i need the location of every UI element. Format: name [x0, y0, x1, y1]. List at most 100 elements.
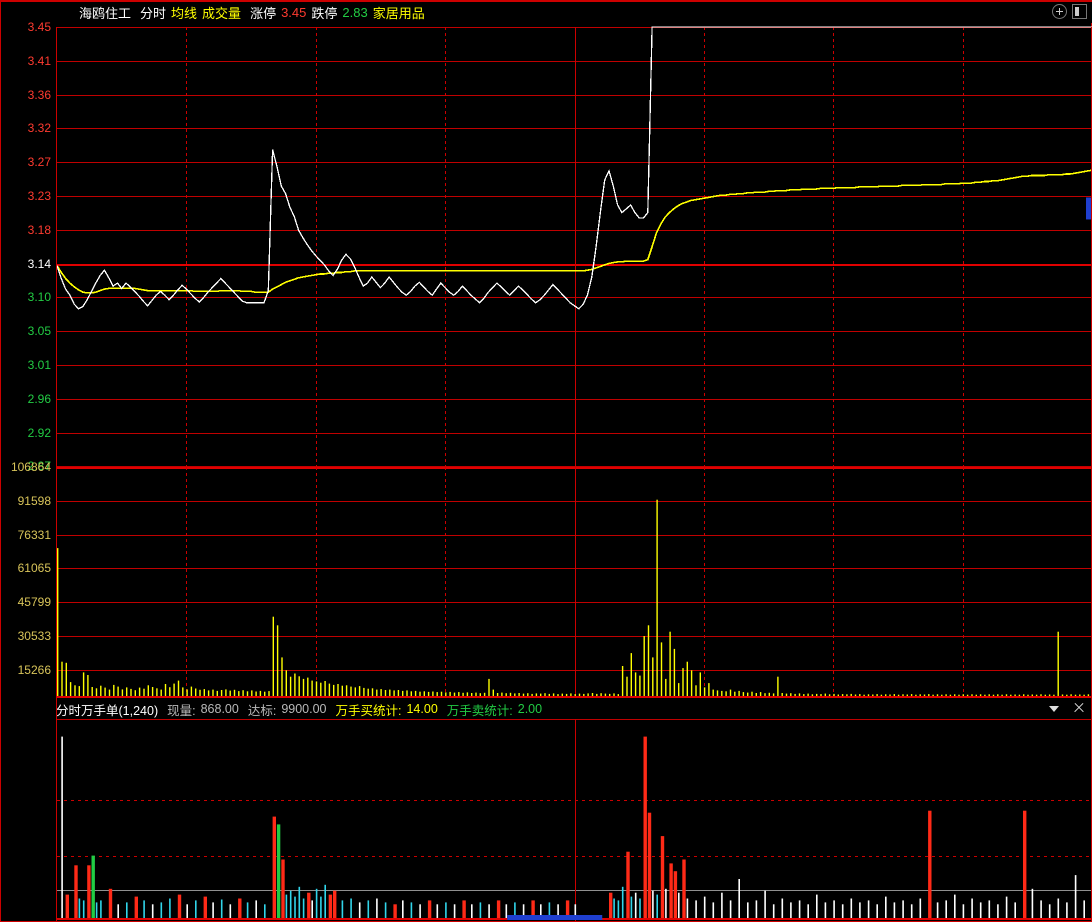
- volume-bar: [678, 683, 680, 696]
- big-order-bar: [850, 898, 853, 918]
- volume-axis-label: 76331: [17, 527, 51, 542]
- volume-bar: [665, 678, 667, 696]
- dropdown-arrow-icon[interactable]: [1048, 702, 1060, 714]
- maximize-button[interactable]: [1052, 4, 1067, 19]
- price-chart-panel[interactable]: [57, 27, 1092, 467]
- volume-axis-label: 45799: [17, 595, 51, 610]
- big-order-bar: [703, 896, 706, 918]
- volume-bar: [61, 661, 63, 696]
- volume-bar: [548, 693, 550, 696]
- volume-bar: [1053, 694, 1055, 696]
- big-order-bar: [824, 902, 827, 918]
- big-order-bar: [634, 892, 637, 919]
- volume-bar: [177, 680, 180, 696]
- volume-bar: [238, 691, 240, 696]
- big-order-threshold-line: [57, 800, 1092, 801]
- volume-bar: [1005, 694, 1008, 696]
- big-order-bar: [626, 851, 630, 918]
- volume-bar: [837, 694, 839, 696]
- big-order-bar: [669, 863, 673, 918]
- sell-stat-label: 万手卖统计:: [446, 703, 513, 718]
- big-order-bar: [289, 890, 292, 918]
- prev-close-line: [57, 264, 1092, 266]
- volume-bar: [824, 693, 826, 696]
- volume-bar: [768, 692, 770, 696]
- volume-gridline: [57, 670, 1092, 671]
- volume-bar: [212, 689, 214, 696]
- big-order-bar: [557, 904, 559, 918]
- volume-bar: [591, 693, 594, 696]
- big-order-bar: [367, 900, 370, 918]
- volume-chart-panel[interactable]: [57, 467, 1092, 698]
- vertical-gridline: [704, 27, 705, 467]
- volume-bar: [958, 694, 960, 696]
- volume-bar: [876, 694, 878, 696]
- volume-bar: [522, 693, 525, 696]
- big-order-bar: [496, 900, 501, 918]
- big-order-bar: [859, 902, 861, 918]
- price-gridline: [57, 128, 1092, 129]
- volume-bar: [690, 670, 693, 696]
- volume-bar: [1035, 694, 1038, 696]
- volume-bar: [514, 693, 516, 696]
- limit-up-value: 3.45: [281, 4, 307, 20]
- big-order-bar: [82, 900, 85, 918]
- buy-stat-label: 万手买统计:: [335, 703, 402, 718]
- indicator-status-bar: 分时万手单(1,240) 现量: 868.00 达标: 9900.00 万手买统…: [1, 699, 1092, 719]
- volume-axis-label: 15266: [17, 662, 51, 677]
- ma-toggle-label[interactable]: 均线: [171, 5, 198, 21]
- price-axis-label: 3.01: [27, 358, 51, 372]
- vertical-gridline: [186, 467, 187, 698]
- volume-bar: [734, 691, 736, 696]
- big-order-bar: [246, 902, 249, 918]
- vertical-gridline: [833, 27, 834, 467]
- sector-label[interactable]: 家居用品: [372, 5, 425, 21]
- big-order-bar: [656, 894, 658, 918]
- volume-bar: [389, 689, 391, 696]
- big-order-bar: [652, 890, 654, 918]
- price-gridline: [57, 27, 1092, 28]
- volume-bar: [639, 675, 641, 696]
- volume-bar: [889, 694, 891, 696]
- close-icon[interactable]: [1073, 702, 1085, 714]
- big-order-bar: [790, 902, 792, 918]
- big-order-bar: [134, 896, 138, 918]
- volume-bar: [540, 693, 542, 696]
- threshold-label: 达标:: [247, 703, 277, 718]
- volume-bar: [764, 693, 766, 696]
- volume-bar: [69, 682, 72, 696]
- big-order-bar: [1005, 896, 1008, 918]
- volume-toggle-label[interactable]: 成交量: [202, 5, 242, 21]
- volume-bar: [721, 690, 723, 696]
- price-axis-label: 3.45: [27, 20, 51, 34]
- big-order-bar: [979, 902, 982, 918]
- big-order-bar: [1074, 875, 1077, 918]
- volume-bar: [660, 642, 663, 696]
- volume-bar: [544, 693, 546, 696]
- volume-bar: [475, 692, 477, 696]
- big-order-bar: [721, 892, 723, 919]
- mode-tab-intraday[interactable]: 分时: [140, 5, 167, 21]
- price-axis-label: 2.92: [27, 425, 51, 440]
- volume-bar: [630, 653, 632, 696]
- volume-bar: [104, 687, 106, 696]
- big-order-threshold-line: [57, 856, 1092, 857]
- stock-name-label[interactable]: 海鸥住工: [79, 5, 132, 21]
- volume-bar: [268, 691, 270, 696]
- volume-bar: [604, 693, 607, 696]
- big-order-bar: [479, 902, 482, 918]
- price-axis-label: 3.32: [27, 121, 51, 136]
- big-order-bar: [816, 894, 818, 918]
- volume-bar: [410, 691, 412, 696]
- big-order-bar: [764, 890, 766, 918]
- selection-marker: [507, 915, 603, 920]
- volume-bar: [57, 548, 59, 696]
- indicator-name-label[interactable]: 分时万手单(1,240): [56, 703, 159, 718]
- volume-bar: [527, 693, 529, 696]
- big-order-bar: [151, 904, 154, 918]
- panel-split-button[interactable]: [1072, 4, 1087, 19]
- price-gridline: [57, 433, 1092, 434]
- volume-bar: [966, 694, 969, 696]
- volume-bar: [928, 694, 930, 696]
- price-gridline: [57, 196, 1092, 197]
